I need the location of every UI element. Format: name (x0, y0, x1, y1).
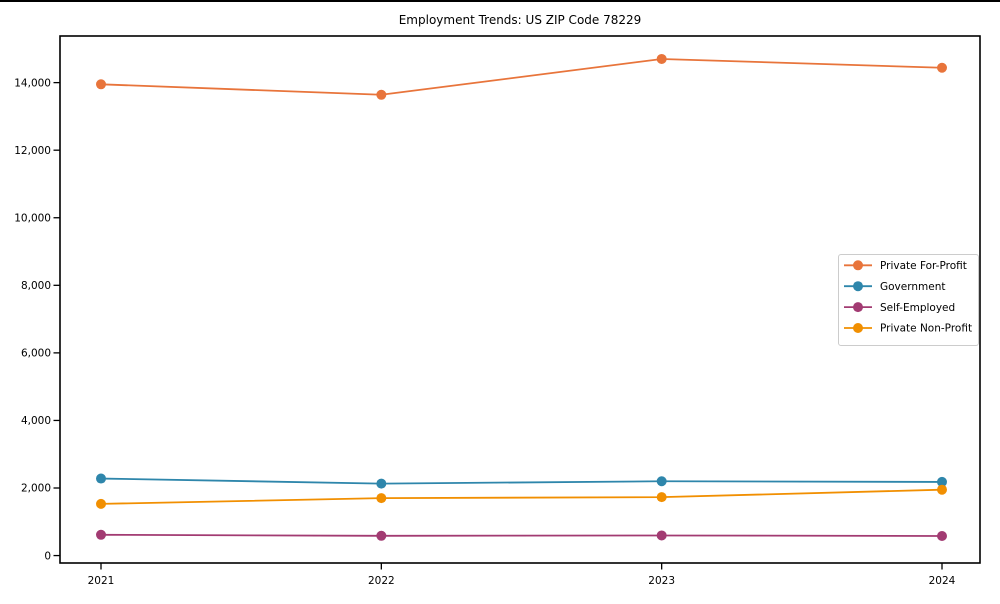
y-axis-tick-label: 0 (44, 550, 51, 562)
y-axis-tick-label: 10,000 (14, 212, 51, 224)
chart-title: Employment Trends: US ZIP Code 78229 (399, 13, 642, 27)
data-point-private-non-profit (376, 493, 387, 504)
data-point-government (376, 478, 387, 489)
y-axis-tick-label: 2,000 (21, 483, 51, 495)
data-point-government (656, 476, 667, 487)
screenshot-top-border (0, 0, 1000, 2)
data-point-private-for-profit (937, 62, 947, 73)
legend-label-government: Government (880, 281, 945, 293)
series-line-private-non-profit (100, 488, 943, 505)
x-axis-tick-label: 2022 (368, 575, 395, 587)
y-axis-tick-label: 8,000 (21, 280, 51, 292)
data-point-private-non-profit (656, 492, 667, 503)
chart-legend: Private For-Profit Government Self-Employe… (838, 254, 979, 346)
y-axis-tick-label: 12,000 (14, 145, 51, 157)
series-line-private-for-profit (100, 58, 943, 96)
legend-label-private-non-profit: Private Non-Profit (880, 323, 972, 335)
x-axis-tick-label: 2024 (929, 575, 956, 587)
data-point-government (937, 476, 947, 487)
x-axis-tick-label: 2023 (648, 575, 675, 587)
data-point-private-for-profit (656, 53, 667, 64)
data-point-private-for-profit (376, 89, 387, 100)
legend-sample-marker-government (853, 281, 863, 292)
plot-spines (59, 35, 981, 564)
data-point-self-employed (656, 530, 667, 541)
series-line-self-employed (100, 533, 943, 537)
data-point-government (96, 473, 106, 484)
legend-sample-marker-private-non-profit (853, 323, 863, 333)
plot-area: 0 2,000 4,000 6,000 8,000 10,000 12,000 14,000 2… (14, 35, 981, 587)
x-axis-tick-label: 2021 (88, 575, 115, 587)
y-axis-tick-label: 6,000 (21, 348, 51, 360)
legend-label-private-for-profit: Private For-Profit (880, 260, 967, 272)
legend-sample-marker-self-employed (853, 302, 863, 313)
y-axis-tick-label: 14,000 (14, 77, 51, 89)
data-point-private-for-profit (96, 79, 106, 90)
data-point-self-employed (376, 530, 387, 541)
data-point-self-employed (96, 529, 106, 540)
series-line-government (100, 477, 943, 485)
data-point-private-non-profit (96, 498, 106, 509)
legend-box (838, 254, 979, 346)
data-point-self-employed (937, 530, 947, 541)
legend-sample-marker-private-for-profit (853, 260, 863, 271)
y-axis-tick-label: 4,000 (21, 415, 51, 427)
legend-label-self-employed: Self-Employed (880, 302, 955, 314)
data-point-private-non-profit (937, 484, 947, 495)
